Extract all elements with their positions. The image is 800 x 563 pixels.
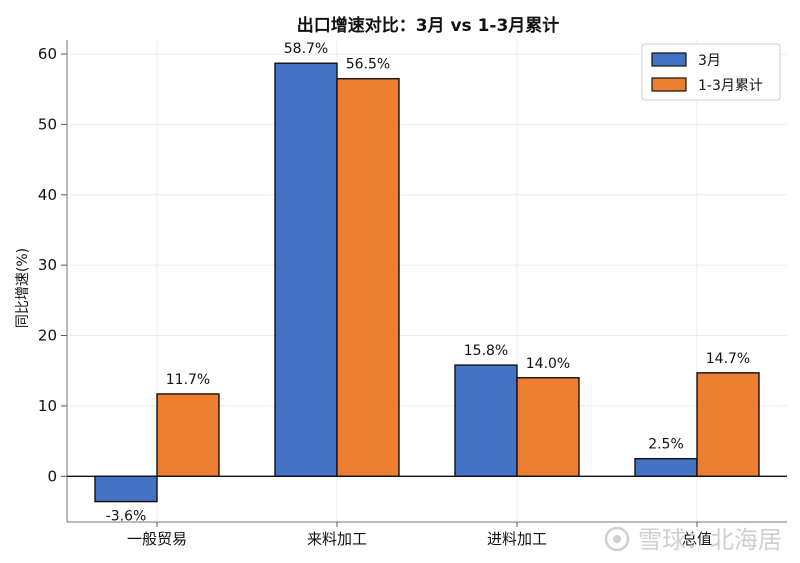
bar (156, 393, 220, 477)
y-tick-label: 20 (38, 327, 57, 345)
chart-title: 出口增速对比：3月 vs 1-3月累计 (297, 15, 560, 36)
bar (516, 377, 580, 477)
y-tick-label: 40 (38, 186, 57, 204)
y-tick-label: 10 (38, 397, 57, 415)
snowball-logo-icon (604, 526, 630, 552)
data-label: 58.7% (284, 41, 328, 57)
bars (94, 62, 760, 503)
bar (454, 364, 518, 477)
y-tick-label: 60 (38, 45, 57, 63)
y-tick-label: 30 (38, 256, 57, 274)
data-label: 15.8% (464, 343, 508, 359)
bar (274, 62, 338, 477)
watermark-text: 雪球：北海居 (638, 526, 782, 554)
x-tick-label: 总值 (682, 530, 712, 548)
x-tick-label: 进料加工 (487, 530, 547, 548)
data-label: 11.7% (166, 372, 210, 388)
data-labels: -3.6% 11.7% 58.7% 56.5% 15.8% 14.0% 2.5% 14.7% (106, 41, 751, 524)
bar (634, 457, 698, 477)
bar (336, 78, 400, 477)
legend-swatch-1 (651, 52, 687, 67)
x-tick-label: 来料加工 (307, 530, 367, 548)
data-label: 14.7% (706, 351, 750, 367)
data-label: -3.6% (106, 509, 147, 525)
x-tick-label: 一般贸易 (127, 530, 187, 548)
data-label: 14.0% (526, 356, 570, 372)
legend: 3月 1-3月累计 (641, 43, 781, 101)
legend-swatch-2 (651, 77, 687, 92)
y-tick-label: 0 (47, 467, 57, 485)
legend-label-1: 3月 (698, 53, 721, 69)
watermark: 雪球：北海居 (604, 526, 782, 554)
bar (696, 372, 760, 477)
data-label: 2.5% (648, 437, 684, 453)
bar (94, 475, 158, 503)
legend-label-2: 1-3月累计 (698, 78, 763, 94)
y-tick-label: 50 (38, 115, 57, 133)
data-label: 56.5% (346, 57, 390, 73)
y-axis-label: 同比增速(%) (15, 248, 31, 328)
